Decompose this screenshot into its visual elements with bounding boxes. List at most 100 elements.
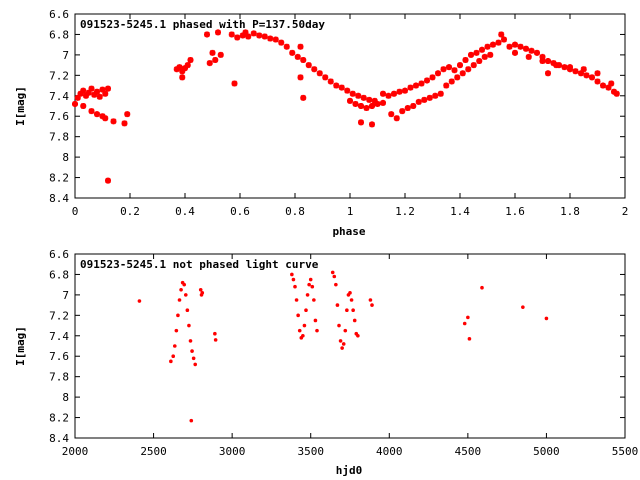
data-point (332, 274, 337, 279)
data-point (215, 29, 221, 36)
x-tick-label: 0.8 (285, 205, 305, 218)
data-point (307, 282, 311, 287)
data-point (421, 96, 428, 103)
y-ticks: 6.6 6.8 7 7.2 7.4 7.6 7.8 8 8.2 8.4 (49, 248, 625, 445)
data-point (352, 100, 359, 107)
data-point (91, 91, 98, 98)
data-point (512, 41, 518, 48)
data-point (437, 90, 444, 97)
data-points (72, 29, 620, 184)
data-point (495, 39, 502, 46)
data-point (184, 62, 191, 69)
data-point (198, 287, 203, 292)
data-point (539, 53, 546, 60)
data-point (121, 120, 128, 127)
x-tick-label: 4000 (376, 445, 403, 458)
data-point (484, 43, 491, 50)
x-tick-label: 3000 (219, 445, 246, 458)
data-point (611, 88, 617, 95)
data-point (385, 92, 392, 99)
data-point (171, 354, 176, 359)
data-point (534, 49, 540, 56)
x-axis-label: phase (332, 225, 365, 238)
data-point (479, 46, 485, 53)
data-point (311, 66, 318, 73)
data-point (294, 298, 299, 302)
y-tick-label: 7.6 (49, 110, 69, 123)
data-point (462, 321, 467, 326)
data-point (99, 86, 106, 93)
data-point (94, 88, 100, 95)
data-point (297, 43, 304, 50)
x-tick-label: 0 (72, 205, 79, 218)
data-point (283, 43, 290, 50)
data-point (366, 96, 373, 103)
data-point (338, 339, 343, 343)
data-point (481, 53, 488, 60)
x-tick-label: 1.8 (560, 205, 580, 218)
data-point (302, 323, 307, 328)
data-point (490, 41, 496, 48)
data-point (337, 323, 341, 328)
data-point (137, 299, 142, 303)
data-point (512, 49, 518, 56)
data-point (487, 51, 494, 58)
data-point (340, 346, 344, 350)
data-point (272, 36, 279, 43)
data-point (85, 89, 92, 96)
data-point (459, 70, 466, 77)
data-point (334, 282, 338, 287)
data-point (189, 418, 194, 423)
data-point (278, 39, 285, 46)
data-point (250, 30, 257, 37)
data-point (467, 337, 472, 341)
data-point (176, 64, 183, 71)
data-point (344, 87, 351, 94)
data-point (174, 328, 179, 333)
data-point (234, 34, 241, 41)
data-point (80, 87, 87, 94)
data-point (473, 49, 480, 56)
data-point (124, 111, 131, 118)
data-point (99, 113, 106, 120)
data-point (74, 94, 81, 101)
data-point (404, 105, 411, 112)
data-point (358, 103, 364, 109)
data-point (402, 87, 408, 94)
data-point (77, 90, 84, 97)
data-point (600, 82, 606, 89)
data-point (191, 356, 196, 361)
data-point (239, 32, 246, 39)
y-tick-label: 7 (62, 49, 69, 62)
data-point (388, 111, 395, 118)
chart-title: 091523-5245.1 phased with P=137.50day (80, 18, 325, 31)
data-point (305, 62, 312, 69)
data-point (213, 338, 218, 342)
data-point (347, 97, 353, 104)
data-point (369, 103, 375, 109)
data-point (102, 90, 109, 97)
data-point (440, 66, 447, 73)
data-point (356, 333, 360, 338)
x-tick-label: 1.2 (395, 205, 415, 218)
data-point (304, 308, 308, 313)
data-point (391, 90, 397, 97)
data-point (333, 82, 340, 89)
data-point (371, 97, 378, 104)
data-point (435, 70, 441, 77)
x-tick-label: 4500 (455, 445, 482, 458)
data-point (432, 92, 439, 99)
data-point (580, 66, 587, 73)
x-tick-label: 1.6 (505, 205, 525, 218)
data-point (352, 318, 357, 323)
data-point (322, 74, 329, 81)
data-point (310, 284, 315, 289)
data-points (137, 270, 549, 423)
data-point (102, 115, 109, 122)
data-point (589, 74, 595, 81)
data-point (410, 103, 417, 109)
data-point (231, 80, 238, 87)
data-point (179, 287, 183, 292)
phased-panel: 091523-5245.1 phased with P=137.50day ph… (14, 8, 628, 238)
data-point (429, 74, 436, 81)
